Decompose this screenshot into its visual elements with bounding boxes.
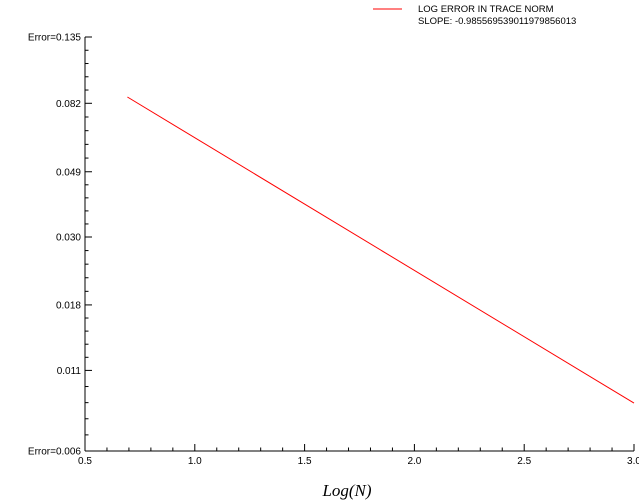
series-line [127,96,635,404]
y-ticks: Error=0.135 0.082 0.049 0.030 0.018 0.011 Erro… [28,33,92,458]
x-tick-label: 0.5 [78,456,92,467]
x-tick-label: 2.5 [517,456,531,467]
y-tick-label: 0.018 [56,300,81,311]
y-tick-label: 0.082 [56,99,81,110]
y-tick-label: 0.049 [56,167,81,178]
x-tick-label: 2.0 [407,456,421,467]
legend-label: LOG ERROR IN TRACE NORM [418,4,554,15]
y-minor-ticks [85,49,89,436]
x-tick-label: 1.0 [188,456,202,467]
x-tick-label: 1.5 [298,456,312,467]
y-tick-label: Error=0.006 [28,447,82,458]
legend-slope: SLOPE: -0.985569539011979856013 [418,16,576,27]
y-tick-label: 0.011 [57,366,82,377]
x-tick-label: 3.0 [627,456,639,467]
x-ticks: 0.5 1.0 1.5 2.0 2.5 3.0 [78,444,639,467]
series-layer [127,96,635,404]
axes [84,37,634,452]
x-axis-label: Log(N) [321,481,371,500]
y-tick-label: Error=0.135 [28,33,82,44]
x-minor-ticks [106,447,613,451]
y-tick-label: 0.030 [56,232,81,243]
legend: LOG ERROR IN TRACE NORM SLOPE: -0.985569… [373,4,576,27]
